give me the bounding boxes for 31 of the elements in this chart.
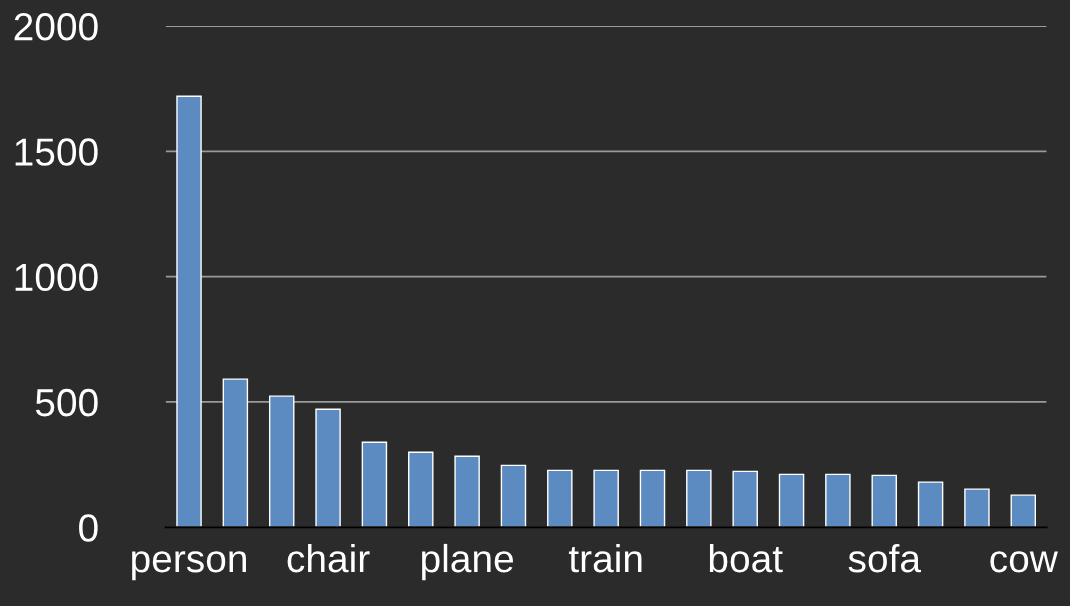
- bar: [268, 395, 295, 528]
- bar: [778, 473, 805, 528]
- bar: [500, 464, 527, 528]
- bar: [686, 469, 712, 528]
- bar: [639, 469, 666, 528]
- y-tick-label: 2000: [14, 12, 98, 41]
- bar: [176, 95, 202, 528]
- x-tick-label: person: [132, 551, 246, 581]
- bar: [1010, 494, 1037, 528]
- bar: [871, 474, 897, 528]
- bar: [964, 488, 990, 528]
- y-tick-label: 1500: [15, 138, 98, 166]
- y-tick-label: 1000: [15, 263, 98, 292]
- y-tick-label: 500: [35, 388, 98, 417]
- bar: [454, 455, 480, 528]
- bar: [361, 441, 388, 528]
- x-tick-label: plane: [422, 543, 513, 581]
- bar: [315, 408, 341, 528]
- x-tick-label: chair: [287, 543, 370, 573]
- bar: [825, 473, 851, 528]
- bar: [917, 481, 944, 528]
- x-tick-label: sofa: [848, 543, 921, 573]
- x-tick-label: train: [568, 543, 642, 573]
- bar: [408, 451, 434, 528]
- y-tick-label: 0: [79, 514, 98, 542]
- bar: [732, 470, 758, 528]
- bar: [547, 469, 573, 528]
- x-tick-label: cow: [990, 551, 1058, 573]
- bar: [593, 469, 619, 528]
- x-tick-label: boat: [709, 543, 783, 573]
- bar: [222, 378, 249, 528]
